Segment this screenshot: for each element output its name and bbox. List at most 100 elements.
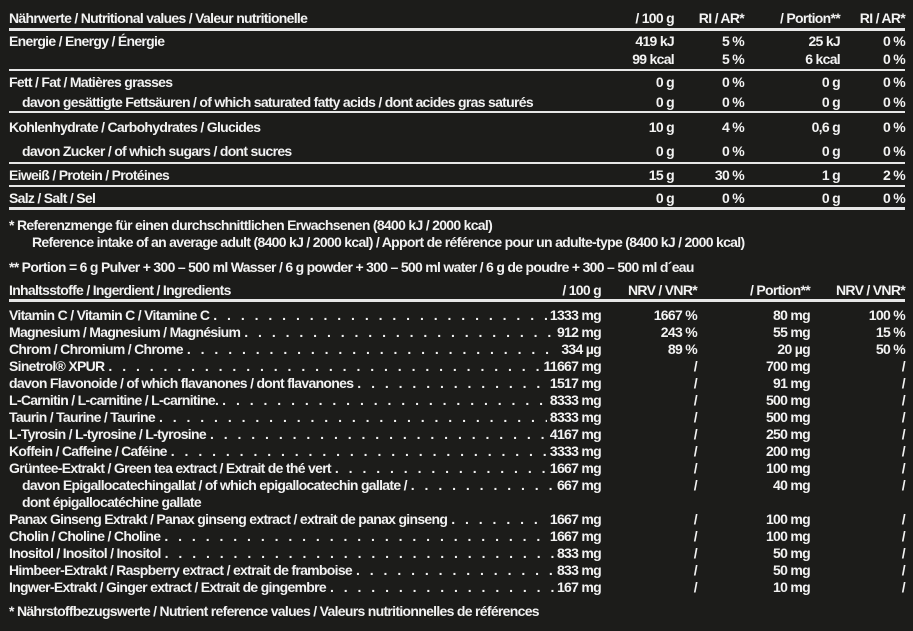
ingredient-per-100g: 912 mg <box>556 323 601 340</box>
dot-leader <box>159 409 547 425</box>
header-nrv: NRV / VNR* <box>628 281 698 298</box>
dot-leader <box>210 426 547 442</box>
sugars-row: davon Zucker / of which sugars / dont su… <box>9 141 906 161</box>
divider <box>9 111 905 113</box>
value: 0 % <box>882 189 906 206</box>
ingredient-name-continued: dont épigallocatéchine gallate <box>22 493 202 510</box>
value: 0 % <box>882 93 906 110</box>
ingredient-nrv-portion: / <box>901 374 906 391</box>
ingredient-nrv-portion: / <box>901 476 906 493</box>
value: 0 g <box>821 143 841 159</box>
ingredient-nrv-portion: / <box>901 578 906 595</box>
ingredient-name: Ingwer-Extrakt / Ginger extract / Extrai… <box>9 578 327 595</box>
dot-leader <box>244 324 554 340</box>
energy-kj-ri-portion: 0 % <box>882 33 906 49</box>
ingredients-header-label: Inhaltsstoffe / Ingerdient / Ingredients <box>9 281 231 298</box>
nutrition-header-row: Nährwerte / Nutritional values / Valeur … <box>9 8 906 28</box>
fat-label: Fett / Fat / Matières grasses <box>9 73 173 90</box>
ingredient-portion: 91 mg <box>773 374 811 391</box>
value: 0,6 g <box>811 119 841 135</box>
ingredient-row: Chrom / Chromium / Chrome 334 µg 89 % 20 µg… <box>9 340 906 357</box>
dot-leader <box>330 579 554 595</box>
ingredient-per-100g: 8333 mg <box>549 408 601 425</box>
footnote-nrv: * Nährstoffbezugswerte / Nutrient refere… <box>9 603 540 619</box>
ingredient-nrv-portion: / <box>901 442 906 459</box>
ingredient-nrv-100g: 1667 % <box>653 306 698 323</box>
divider <box>9 185 905 187</box>
ingredient-per-100g: 8333 mg <box>549 391 601 408</box>
dot-leader <box>222 392 547 408</box>
value: 0 % <box>882 143 906 159</box>
value: 0 g <box>655 73 675 90</box>
ingredient-name: Koffein / Caffeine / Caféine <box>9 442 167 459</box>
ingredient-per-100g: 1667 mg <box>549 459 601 476</box>
value: 0 g <box>821 93 841 110</box>
value: 0 g <box>821 189 841 206</box>
energy-kcal-ri-portion: 0 % <box>882 51 906 67</box>
ingredient-per-100g: 667 mg <box>556 476 601 493</box>
ingredient-nrv-portion: / <box>901 544 906 561</box>
ingredient-portion: 20 µg <box>777 340 810 357</box>
energy-kcal-ri: 5 % <box>721 51 745 67</box>
ingredient-row: L-Carnitin / L-carnitine / L-carnitine. 8… <box>9 391 906 408</box>
ingredient-nrv-100g: / <box>693 425 698 442</box>
ingredient-per-100g: 4167 mg <box>549 425 601 442</box>
ingredient-nrv-100g: / <box>693 578 698 595</box>
ingredient-nrv-portion: / <box>901 459 906 476</box>
protein-row: Eiweiß / Protein / Protéines 15 g 30 % 1… <box>9 165 906 185</box>
ingredient-portion: 10 mg <box>773 578 811 595</box>
header-nrv-portion: NRV / VNR* <box>836 281 906 298</box>
ingredient-nrv-100g: / <box>693 459 698 476</box>
carbs-label: Kohlenhydrate / Carbohydrates / Glucides <box>9 119 261 135</box>
ingredient-nrv-100g: 243 % <box>660 323 698 340</box>
dot-leader <box>356 562 554 578</box>
ingredient-name: davon Epigallocatechingallat / of which … <box>22 476 407 493</box>
dot-leader <box>213 307 547 323</box>
ingredient-portion: 80 mg <box>773 306 811 323</box>
ingredient-per-100g: 334 µg <box>561 340 601 357</box>
value: 0 % <box>721 73 745 90</box>
dot-leader <box>171 443 547 459</box>
divider <box>9 299 905 302</box>
dot-leader <box>357 375 547 391</box>
saturated-label: davon gesättigte Fettsäuren / of which s… <box>22 93 534 110</box>
ingredient-nrv-portion: / <box>901 391 906 408</box>
ingredient-portion: 100 mg <box>765 459 811 476</box>
ingredient-row: Panax Ginseng Extrakt / Panax ginseng ex… <box>9 510 906 527</box>
header-ri: RI / AR* <box>698 10 745 26</box>
ingredient-nrv-portion: / <box>901 357 906 374</box>
ingredient-row: Taurin / Taurine / Taurine 8333 mg / 500 mg… <box>9 408 906 425</box>
ingredient-nrv-100g: 89 % <box>667 340 698 357</box>
energy-kj-ri: 5 % <box>721 33 745 49</box>
value: 0 % <box>721 189 745 206</box>
salt-row: Salz / Salt / Sel 0 g 0 % 0 g 0 % <box>9 188 906 207</box>
ingredient-row: Himbeer-Extrakt / Raspberry extract / ex… <box>9 561 906 578</box>
ingredient-nrv-100g: / <box>693 374 698 391</box>
ingredient-nrv-portion: / <box>901 561 906 578</box>
ingredient-nrv-portion: 15 % <box>875 323 906 340</box>
sugars-label: davon Zucker / of which sugars / dont su… <box>22 143 292 159</box>
ingredient-nrv-100g: / <box>693 357 698 374</box>
energy-label: Energie / Energy / Énergie <box>9 33 165 49</box>
ingredient-nrv-100g: / <box>693 442 698 459</box>
ingredient-row: Ingwer-Extrakt / Ginger extract / Extrai… <box>9 578 906 595</box>
value: 0 % <box>882 119 906 135</box>
ingredient-row: davon Epigallocatechingallat / of which … <box>9 476 906 493</box>
value: 0 % <box>882 73 906 90</box>
ingredient-name: Taurin / Taurine / Taurine <box>9 408 156 425</box>
ingredient-row: Koffein / Caffeine / Caféine 3333 mg / 200 … <box>9 442 906 459</box>
value: 15 g <box>648 167 675 183</box>
divider <box>9 207 905 210</box>
footnote-ri: * Referenzmenge für einen durchschnittli… <box>9 217 493 233</box>
dot-leader <box>335 460 547 476</box>
ingredient-nrv-100g: / <box>693 391 698 408</box>
ingredient-portion: 50 mg <box>773 544 811 561</box>
divider <box>9 69 905 71</box>
ingredient-portion: 100 mg <box>765 527 811 544</box>
value: 0 % <box>721 143 745 159</box>
ingredient-nrv-portion: / <box>901 408 906 425</box>
ingredient-row: Inositol / Inositol / Inositol 833 mg / 50 … <box>9 544 906 561</box>
ingredient-row-continuation: dont épigallocatéchine gallate <box>9 493 905 510</box>
value: 0 g <box>655 93 675 110</box>
dot-leader <box>108 358 540 374</box>
